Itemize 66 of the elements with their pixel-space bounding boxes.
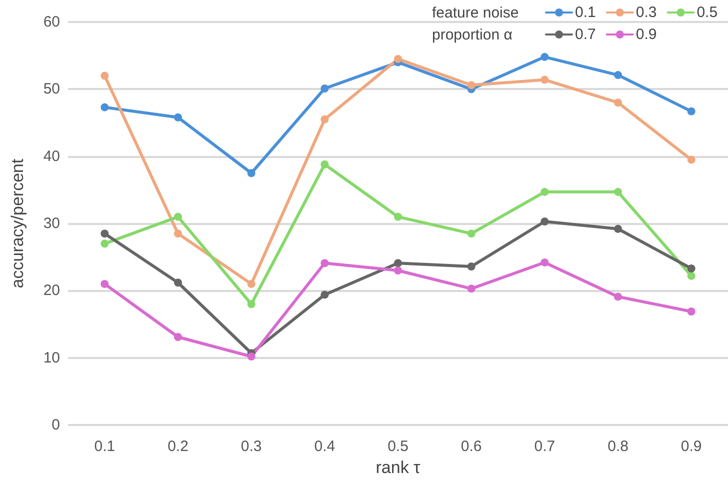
- point: [320, 84, 329, 92]
- point: [540, 217, 549, 226]
- point: [320, 160, 329, 168]
- point: [247, 300, 256, 308]
- point: [467, 81, 476, 90]
- y-tick-label: 50: [43, 80, 60, 98]
- point: [320, 290, 329, 299]
- point: [394, 259, 402, 268]
- point: [247, 169, 256, 178]
- point: [687, 107, 696, 116]
- x-tick-label: 0.2: [168, 438, 188, 455]
- x-axis-title: rank τ: [376, 458, 421, 477]
- point: [467, 230, 476, 238]
- point: [467, 262, 476, 270]
- x-tick-label: 0.1: [94, 438, 116, 455]
- point: [540, 52, 549, 61]
- point: [540, 258, 549, 266]
- point: [614, 71, 622, 80]
- legend-label: 0.7: [575, 26, 596, 43]
- point: [174, 113, 182, 122]
- point: [687, 264, 696, 272]
- x-tick-label: 0.4: [314, 438, 336, 455]
- point: [174, 212, 182, 221]
- point: [100, 230, 109, 238]
- y-tick-label: 10: [43, 349, 60, 366]
- legend-label: 0.9: [636, 26, 657, 43]
- legend-label: 0.5: [696, 4, 718, 21]
- point: [614, 188, 622, 196]
- point: [247, 352, 256, 360]
- point: [320, 115, 329, 124]
- x-tick-label: 0.9: [680, 438, 702, 455]
- y-axis-title: accuracy/percent: [8, 158, 27, 288]
- point: [394, 212, 402, 221]
- point: [614, 224, 622, 233]
- x-tick-label: 0.5: [388, 438, 408, 455]
- point: [100, 280, 109, 288]
- x-tick-label: 0.7: [534, 438, 556, 455]
- x-tick-label: 0.3: [240, 438, 262, 455]
- y-tick-label: 40: [43, 148, 60, 165]
- y-tick-label: 30: [43, 215, 60, 232]
- point: [100, 240, 109, 248]
- point: [100, 103, 109, 112]
- x-tick-label: 0.6: [460, 438, 482, 455]
- point: [687, 156, 696, 164]
- point: [247, 280, 256, 288]
- point: [394, 54, 402, 63]
- y-tick-label: 20: [43, 282, 60, 300]
- legend-title: feature noise proportion α: [432, 4, 523, 44]
- point: [174, 230, 182, 238]
- point: [687, 307, 696, 316]
- point: [467, 284, 476, 293]
- point: [614, 98, 622, 107]
- point: [687, 272, 696, 280]
- point: [540, 188, 549, 196]
- point: [320, 259, 329, 268]
- y-tick-label: 0: [52, 416, 60, 434]
- x-tick-label: 0.8: [608, 438, 628, 455]
- point: [100, 72, 109, 80]
- legend-label: 0.1: [575, 4, 596, 21]
- point: [540, 76, 549, 84]
- point: [614, 292, 622, 301]
- legend-label: 0.3: [636, 4, 657, 21]
- point: [394, 266, 402, 275]
- point: [174, 333, 182, 342]
- point: [174, 278, 182, 287]
- y-tick-label: 60: [43, 14, 60, 30]
